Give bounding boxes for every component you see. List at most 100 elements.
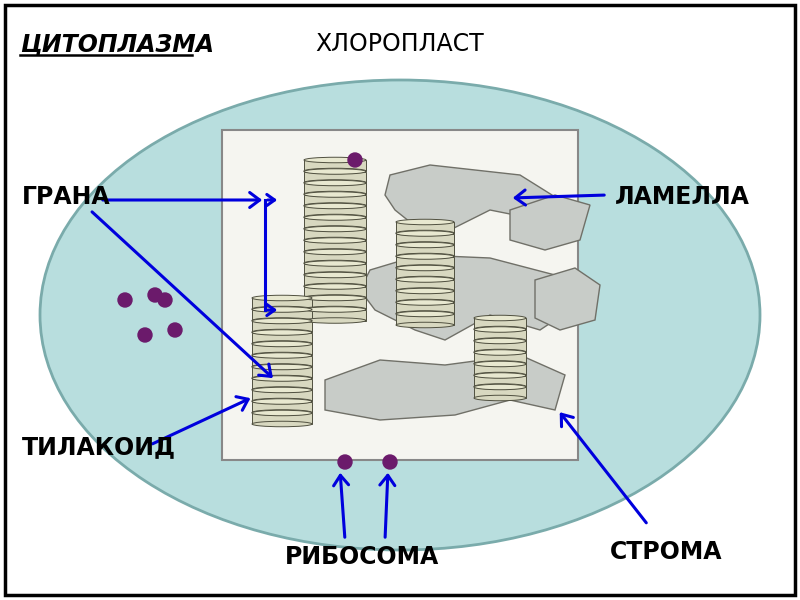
Ellipse shape [252,387,312,393]
Polygon shape [510,195,590,250]
Bar [304,183,366,194]
Ellipse shape [252,318,312,324]
Bar [474,318,526,329]
Bar [304,206,366,217]
Ellipse shape [474,315,526,321]
Circle shape [348,153,362,167]
Text: ЦИТОПЛАЗМА: ЦИТОПЛАЗМА [20,32,214,56]
Bar [304,275,366,286]
Ellipse shape [474,349,526,355]
Ellipse shape [252,330,312,335]
Ellipse shape [304,226,366,231]
Bar [396,280,454,290]
Ellipse shape [474,361,526,366]
Polygon shape [360,255,570,340]
Ellipse shape [474,395,526,401]
Ellipse shape [304,261,366,266]
Bar [252,344,312,355]
Ellipse shape [252,352,312,358]
Ellipse shape [304,191,366,197]
Ellipse shape [304,215,366,220]
Bar [304,160,366,171]
Ellipse shape [304,306,366,312]
Bar [252,367,312,378]
Bar [474,352,526,364]
Ellipse shape [252,306,312,312]
Ellipse shape [396,253,454,259]
Ellipse shape [304,157,366,163]
Ellipse shape [304,238,366,243]
Circle shape [118,293,132,307]
Ellipse shape [304,168,366,174]
Ellipse shape [252,375,312,381]
Ellipse shape [304,295,366,301]
Text: ТИЛАКОИД: ТИЛАКОИД [22,435,176,459]
Bar [252,390,312,401]
Ellipse shape [304,180,366,186]
Ellipse shape [396,276,454,282]
Ellipse shape [396,300,454,305]
Bar [222,130,578,460]
Ellipse shape [304,192,366,197]
Text: ХЛОРОПЛАСТ: ХЛОРОПЛАСТ [316,32,484,56]
Ellipse shape [304,272,366,278]
Ellipse shape [396,322,454,328]
Bar [396,233,454,245]
Ellipse shape [252,329,312,335]
Ellipse shape [396,277,454,282]
Ellipse shape [474,350,526,355]
Ellipse shape [474,384,526,389]
Ellipse shape [252,318,312,323]
Ellipse shape [40,80,760,550]
Circle shape [148,288,162,302]
Ellipse shape [396,242,454,248]
Bar [252,379,312,389]
Bar [474,387,526,398]
Ellipse shape [304,318,366,323]
Bar [304,229,366,240]
Bar [252,401,312,413]
Circle shape [338,455,352,469]
Ellipse shape [304,295,366,300]
Ellipse shape [304,260,366,266]
Circle shape [383,455,397,469]
Ellipse shape [396,231,454,236]
Bar [252,310,312,320]
Bar [396,291,454,302]
Ellipse shape [252,307,312,312]
Bar [396,257,454,268]
Bar [304,310,366,320]
Ellipse shape [396,219,454,225]
Circle shape [168,323,182,337]
Text: СТРОМА: СТРОМА [610,540,722,564]
Bar [252,413,312,424]
Ellipse shape [252,364,312,370]
Bar [304,298,366,309]
Bar [396,222,454,233]
Ellipse shape [396,299,454,305]
Ellipse shape [474,373,526,378]
Bar [474,376,526,386]
Ellipse shape [304,283,366,289]
Ellipse shape [252,364,312,369]
Ellipse shape [396,254,454,259]
Ellipse shape [252,399,312,404]
Ellipse shape [304,307,366,312]
Bar [304,263,366,275]
Ellipse shape [396,265,454,270]
Ellipse shape [304,203,366,208]
Bar [304,217,366,229]
Text: РИБОСОМА: РИБОСОМА [285,545,439,569]
Ellipse shape [396,230,454,236]
Ellipse shape [252,398,312,404]
Ellipse shape [252,295,312,301]
Bar [396,268,454,279]
Bar [252,321,312,332]
Ellipse shape [252,353,312,358]
Ellipse shape [252,376,312,381]
Circle shape [138,328,152,342]
Ellipse shape [304,249,366,255]
Ellipse shape [252,341,312,346]
Ellipse shape [396,311,454,316]
Bar [304,172,366,182]
